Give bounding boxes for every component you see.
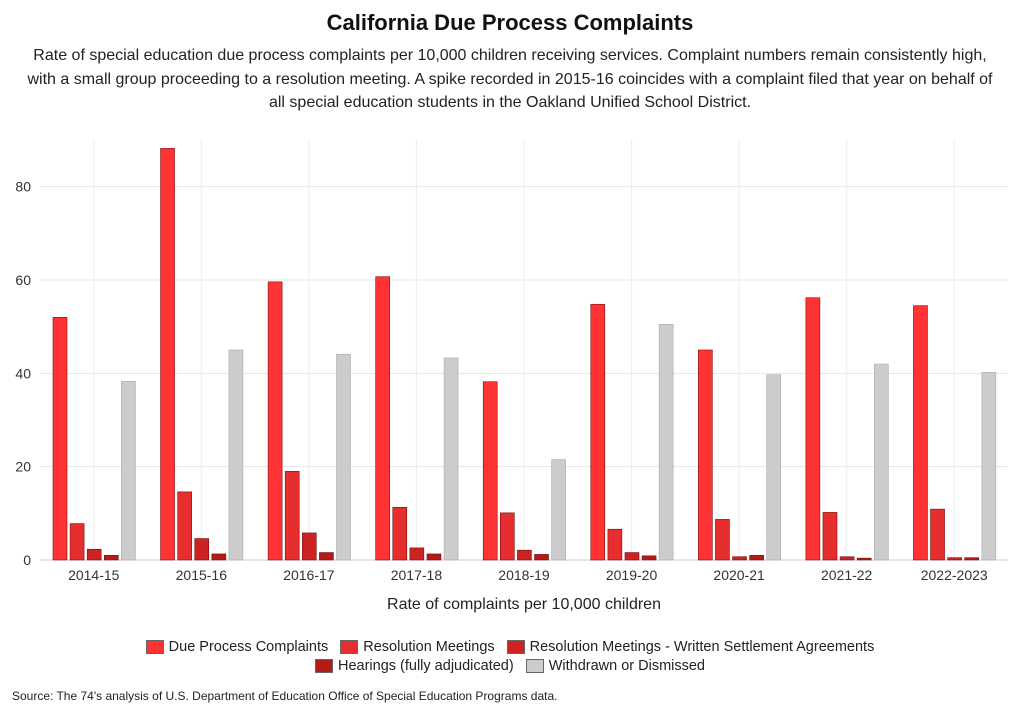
x-axis-label: Rate of complaints per 10,000 children [387, 596, 661, 613]
bar [698, 349, 713, 561]
bar [913, 305, 928, 561]
legend-entry: Resolution Meetings [340, 638, 495, 655]
bar [715, 519, 730, 561]
bar [392, 506, 408, 561]
bar [590, 303, 606, 561]
bar [194, 538, 210, 561]
legend-swatch [145, 639, 164, 654]
bar [319, 552, 334, 561]
bar [426, 553, 442, 561]
bar [551, 459, 566, 561]
y-tick-label: 20 [15, 459, 31, 475]
bar [641, 555, 657, 561]
bar [732, 556, 747, 561]
bar [947, 557, 962, 561]
bar [500, 512, 515, 561]
legend-row: Due Process Complaints Resolution Meeting… [0, 637, 1020, 656]
bar [104, 555, 119, 561]
bar [160, 148, 175, 561]
x-tick-label: 2018-19 [498, 567, 550, 583]
legend-label: Hearings (fully adjudicated) [337, 657, 514, 674]
x-tick-label: 2015-16 [176, 567, 228, 583]
bar [409, 547, 425, 561]
bar [52, 317, 68, 561]
bar [805, 297, 821, 561]
bar [121, 380, 136, 561]
x-tick-label: 2016-17 [283, 567, 335, 583]
legend-entry: Withdrawn or Dismissed [525, 657, 706, 674]
bar [302, 532, 317, 561]
chart-subtitle: Rate of special education due process co… [27, 47, 993, 111]
bar [177, 491, 192, 561]
bar [607, 528, 623, 561]
bar [822, 512, 838, 561]
legend-label: Withdrawn or Dismissed [548, 657, 706, 674]
bar [517, 549, 532, 561]
chart-legend: Due Process Complaints Resolution Meeting… [0, 637, 1020, 675]
bar-chart: 0 20 40 60 80 2014-15 2015-16 2016-17 2017-18 201… [15, 140, 1008, 613]
x-tick-label: 2020-21 [713, 567, 765, 583]
legend-swatch [525, 658, 544, 673]
bar [69, 523, 85, 561]
bar [839, 556, 855, 561]
y-tick-label: 0 [23, 552, 31, 568]
bar [964, 557, 980, 561]
x-tick-label: 2019-20 [606, 567, 658, 583]
legend-row: Hearings (fully adjudicated) Withdrawn or… [0, 656, 1020, 675]
x-tick-label: 2014-15 [68, 567, 120, 583]
bar [766, 374, 782, 561]
y-tick-label: 60 [15, 272, 31, 288]
y-tick-label: 80 [15, 179, 31, 195]
legend-label: Resolution Meetings - Written Settlement… [529, 638, 875, 655]
bar [658, 324, 674, 561]
legend-entry: Resolution Meetings - Written Settlement… [506, 638, 875, 655]
bar [930, 508, 945, 561]
bar [86, 548, 102, 561]
bar [873, 363, 889, 561]
bar [211, 553, 227, 561]
bar [228, 349, 244, 561]
legend-swatch [340, 639, 359, 654]
legend-label: Due Process Complaints [168, 638, 329, 655]
bar [749, 555, 764, 561]
bar [856, 557, 872, 561]
legend-entry: Due Process Complaints [145, 638, 329, 655]
x-tick-label: 2017-18 [391, 567, 443, 583]
legend-swatch [506, 639, 525, 654]
bar [443, 357, 459, 561]
bar [267, 281, 283, 561]
x-tick-label: 2021-22 [821, 567, 873, 583]
chart-title: California Due Process Complaints [326, 10, 694, 35]
bar [336, 353, 351, 561]
bar [534, 554, 549, 561]
x-tick-label: 2022-2023 [921, 567, 988, 583]
bar [624, 552, 640, 561]
bar [482, 381, 498, 561]
legend-entry: Hearings (fully adjudicated) [314, 657, 514, 674]
bar [981, 372, 997, 561]
legend-swatch [314, 658, 333, 673]
y-tick-label: 40 [15, 365, 31, 381]
source-note: Source: The 74's analysis of U.S. Depart… [12, 689, 558, 703]
legend-label: Resolution Meetings [363, 638, 495, 655]
bar [375, 276, 390, 561]
bar [284, 471, 300, 561]
